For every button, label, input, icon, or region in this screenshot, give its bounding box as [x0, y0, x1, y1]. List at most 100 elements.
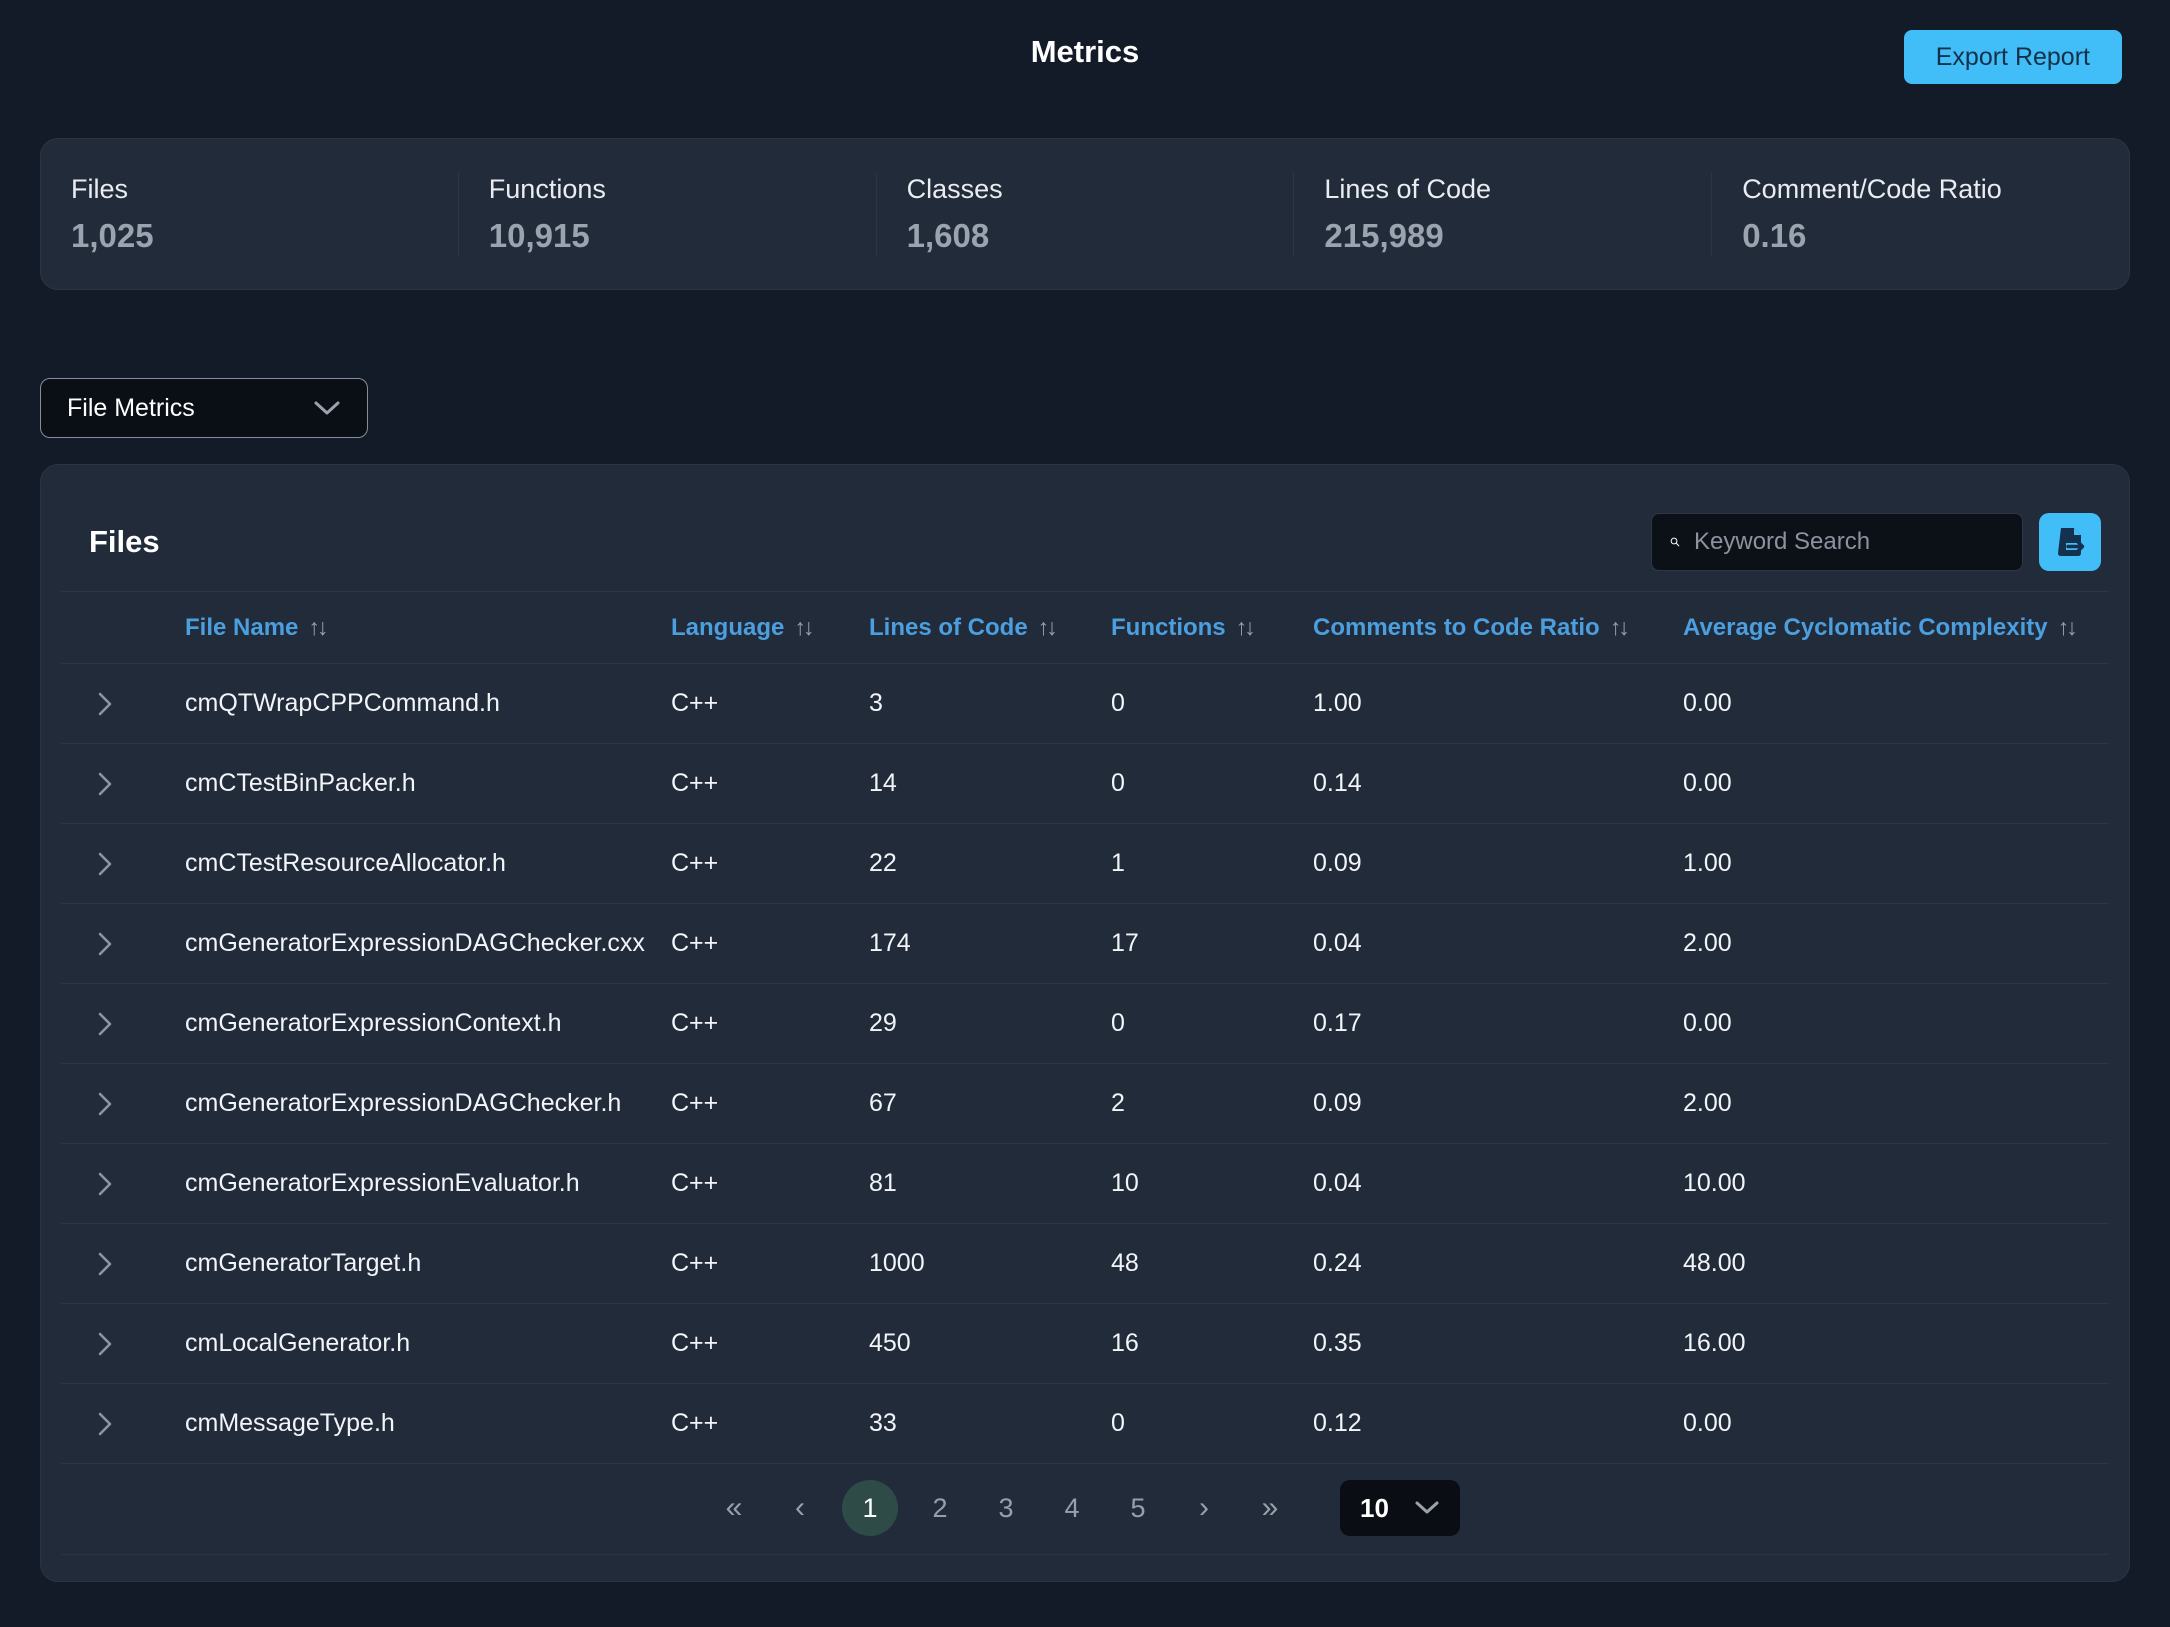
expand-row-button[interactable]: [85, 1250, 185, 1278]
table-row[interactable]: cmGeneratorExpressionEvaluator.hC++81100…: [61, 1144, 2109, 1224]
expand-row-button[interactable]: [85, 930, 185, 958]
metric-type-select[interactable]: File Metrics: [40, 378, 368, 438]
cell-comments-to-code-ratio: 1.00: [1313, 689, 1683, 718]
column-header-file-name[interactable]: File Name↑↓: [185, 614, 671, 642]
expand-row-button[interactable]: [85, 770, 185, 798]
table-row[interactable]: cmCTestBinPacker.hC++1400.140.00: [61, 744, 2109, 824]
cell-file-name: cmGeneratorExpressionContext.h: [185, 1009, 671, 1038]
export-report-button[interactable]: Export Report: [1904, 30, 2122, 84]
table-row[interactable]: cmQTWrapCPPCommand.hC++301.000.00: [61, 664, 2109, 744]
file-export-icon: [2052, 524, 2088, 560]
table-row[interactable]: cmGeneratorTarget.hC++1000480.2448.00: [61, 1224, 2109, 1304]
cell-lines-of-code: 1000: [869, 1249, 1111, 1278]
stat-item-comment-code-ratio: Comment/Code Ratio 0.16: [1712, 174, 2129, 255]
cell-avg-cyclomatic-complexity: 0.00: [1683, 1009, 2085, 1038]
cell-avg-cyclomatic-complexity: 48.00: [1683, 1249, 2085, 1278]
cell-functions: 17: [1111, 929, 1313, 958]
cell-avg-cyclomatic-complexity: 2.00: [1683, 929, 2085, 958]
page-size-value: 10: [1360, 1493, 1389, 1524]
stat-label: Functions: [489, 174, 876, 205]
column-header-language[interactable]: Language ↑↓: [671, 614, 869, 642]
column-header-comments-to-code-ratio[interactable]: Comments to Code Ratio↑↓: [1313, 614, 1683, 642]
sort-icon[interactable]: ↑↓: [794, 614, 811, 640]
cell-lines-of-code: 81: [869, 1169, 1111, 1198]
files-table-header: File Name↑↓Language↑↓Lines of Code↑↓Func…: [61, 591, 2109, 664]
chevron-right-icon: [97, 930, 113, 958]
sort-icon[interactable]: ↑↓: [1038, 614, 1055, 640]
table-row[interactable]: cmGeneratorExpressionDAGChecker.hC++6720…: [61, 1064, 2109, 1144]
metrics-page: Metrics Export Report Files 1,025 Functi…: [0, 0, 2170, 1627]
cell-comments-to-code-ratio: 0.04: [1313, 1169, 1683, 1198]
cell-comments-to-code-ratio: 0.09: [1313, 1089, 1683, 1118]
page-next-button[interactable]: ›: [1180, 1480, 1228, 1536]
table-row[interactable]: cmLocalGenerator.hC++450160.3516.00: [61, 1304, 2109, 1384]
cell-file-name: cmGeneratorTarget.h: [185, 1249, 671, 1278]
cell-language: C++: [671, 1329, 869, 1358]
expand-row-button[interactable]: [85, 1090, 185, 1118]
chevron-right-icon: [97, 850, 113, 878]
sort-icon[interactable]: ↑↓: [308, 614, 325, 640]
chevron-right-icon: [97, 1330, 113, 1358]
cell-language: C++: [671, 849, 869, 878]
cell-comments-to-code-ratio: 0.14: [1313, 769, 1683, 798]
column-header-label: Functions: [1111, 614, 1226, 641]
column-header-functions[interactable]: Functions ↑↓: [1111, 614, 1313, 642]
sort-icon[interactable]: ↑↓: [1236, 614, 1253, 640]
cell-lines-of-code: 33: [869, 1409, 1111, 1438]
cell-language: C++: [671, 769, 869, 798]
cell-lines-of-code: 174: [869, 929, 1111, 958]
cell-lines-of-code: 14: [869, 769, 1111, 798]
chevron-right-icon: [97, 1410, 113, 1438]
chevron-right-icon: [97, 1170, 113, 1198]
expand-row-button[interactable]: [85, 1170, 185, 1198]
chevron-right-icon: [97, 1250, 113, 1278]
cell-avg-cyclomatic-complexity: 10.00: [1683, 1169, 2085, 1198]
expand-row-button[interactable]: [85, 1010, 185, 1038]
cell-functions: 1: [1111, 849, 1313, 878]
page-3-button[interactable]: 3: [982, 1480, 1030, 1536]
sort-icon[interactable]: ↑↓: [2058, 614, 2075, 640]
sort-icon[interactable]: ↑↓: [1610, 614, 1627, 640]
cell-comments-to-code-ratio: 0.04: [1313, 929, 1683, 958]
column-header-label: Average Cyclomatic Complexity: [1683, 614, 2048, 641]
chevron-down-icon: [1414, 1500, 1440, 1516]
column-header-avg-cyclomatic-complexity[interactable]: Average Cyclomatic Complexity ↑↓: [1683, 614, 2085, 642]
table-row[interactable]: cmGeneratorExpressionDAGChecker.cxxC++17…: [61, 904, 2109, 984]
page-1-button[interactable]: 1: [842, 1480, 898, 1536]
stat-value: 215,989: [1324, 217, 1711, 255]
expand-row-button[interactable]: [85, 850, 185, 878]
page-last-button[interactable]: »: [1246, 1480, 1294, 1536]
expand-row-button[interactable]: [85, 1330, 185, 1358]
page-4-button[interactable]: 4: [1048, 1480, 1096, 1536]
stat-item-files: Files 1,025: [41, 174, 458, 255]
stat-item-classes: Classes 1,608: [877, 174, 1294, 255]
keyword-search-input[interactable]: [1694, 528, 2004, 556]
table-row[interactable]: cmMessageType.hC++3300.120.00: [61, 1384, 2109, 1464]
page-prev-button[interactable]: ‹: [776, 1480, 824, 1536]
table-row[interactable]: cmCTestResourceAllocator.hC++2210.091.00: [61, 824, 2109, 904]
export-table-button[interactable]: [2039, 513, 2101, 571]
column-header-lines-of-code[interactable]: Lines of Code↑↓: [869, 614, 1111, 642]
stat-label: Comment/Code Ratio: [1742, 174, 2129, 205]
table-row[interactable]: cmGeneratorExpressionContext.hC++2900.17…: [61, 984, 2109, 1064]
expand-row-button[interactable]: [85, 690, 185, 718]
expand-row-button[interactable]: [85, 1410, 185, 1438]
keyword-search-box[interactable]: [1651, 513, 2023, 571]
cell-functions: 0: [1111, 689, 1313, 718]
page-5-button[interactable]: 5: [1114, 1480, 1162, 1536]
cell-avg-cyclomatic-complexity: 0.00: [1683, 1409, 2085, 1438]
cell-functions: 0: [1111, 1009, 1313, 1038]
cell-lines-of-code: 450: [869, 1329, 1111, 1358]
cell-language: C++: [671, 1249, 869, 1278]
files-table: File Name↑↓Language↑↓Lines of Code↑↓Func…: [61, 591, 2109, 1464]
search-icon: [1670, 529, 1680, 555]
page-size-select[interactable]: 10: [1340, 1480, 1460, 1536]
page-2-button[interactable]: 2: [916, 1480, 964, 1536]
cell-comments-to-code-ratio: 0.17: [1313, 1009, 1683, 1038]
column-header-label: Language: [671, 614, 784, 641]
cell-language: C++: [671, 689, 869, 718]
cell-file-name: cmGeneratorExpressionDAGChecker.h: [185, 1089, 671, 1118]
cell-language: C++: [671, 1409, 869, 1438]
page-first-button[interactable]: «: [710, 1480, 758, 1536]
cell-comments-to-code-ratio: 0.24: [1313, 1249, 1683, 1278]
